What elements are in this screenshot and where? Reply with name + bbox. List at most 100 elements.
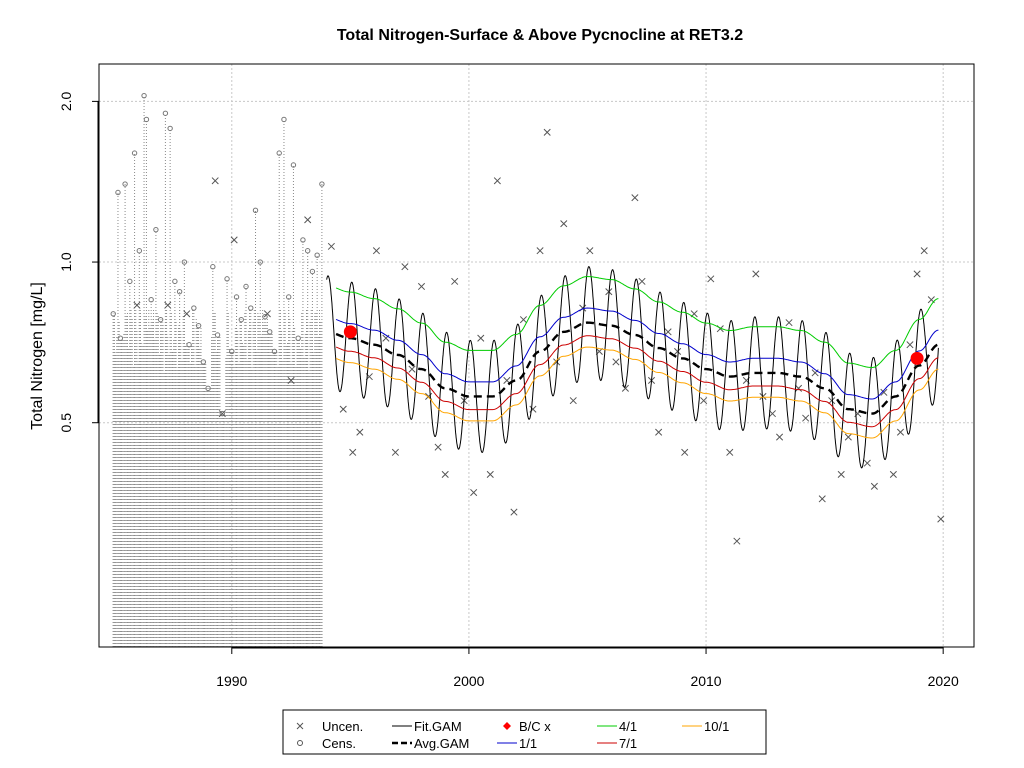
censored-point xyxy=(257,259,263,265)
censored-point xyxy=(200,359,207,365)
censored-point xyxy=(117,335,124,341)
uncensored-point xyxy=(828,397,836,405)
uncensored-point xyxy=(664,328,672,336)
legend-uncen-symbol xyxy=(296,722,304,730)
censored-point xyxy=(115,189,121,196)
legend-bc-symbol xyxy=(503,722,511,730)
legend-label-p4: 4/1 xyxy=(619,719,637,734)
uncensored-point xyxy=(621,384,629,392)
censored-point xyxy=(314,252,320,258)
uncensored-point xyxy=(164,301,172,309)
censored-point xyxy=(141,92,147,99)
uncensored-point xyxy=(726,448,734,456)
x-tick-label: 2000 xyxy=(453,673,484,689)
uncensored-point xyxy=(451,277,459,285)
uncensored-layer xyxy=(133,128,945,545)
grid-layer xyxy=(99,64,974,647)
uncensored-point xyxy=(543,128,551,136)
uncensored-point xyxy=(218,410,226,418)
censored-point xyxy=(191,305,197,311)
censored-point xyxy=(157,316,164,323)
uncensored-point xyxy=(844,433,852,441)
censored-point xyxy=(148,297,154,303)
uncensored-point xyxy=(920,247,928,255)
censored-point xyxy=(136,248,143,254)
y-tick-label: 1.0 xyxy=(58,252,74,272)
uncensored-point xyxy=(707,275,715,283)
x-tick-label: 2010 xyxy=(690,673,721,689)
uncensored-point xyxy=(477,334,485,342)
censored-point xyxy=(262,313,268,320)
uncensored-point xyxy=(768,410,776,418)
uncensored-point xyxy=(638,277,646,285)
censored-point xyxy=(276,150,282,156)
censored-point xyxy=(286,294,292,300)
uncensored-point xyxy=(937,515,945,523)
censored-point xyxy=(233,294,240,300)
series-p10-line xyxy=(335,346,939,439)
uncensored-point xyxy=(752,270,760,278)
censored-point xyxy=(172,278,178,285)
uncensored-point xyxy=(356,428,364,436)
censored-point xyxy=(229,348,235,355)
legend-box xyxy=(282,709,767,755)
uncensored-point xyxy=(700,397,708,405)
uncensored-point xyxy=(569,397,577,405)
uncensored-point xyxy=(349,448,357,456)
censored-point xyxy=(214,332,221,338)
uncensored-point xyxy=(896,428,905,436)
censored-point xyxy=(295,335,301,341)
plot-frame xyxy=(98,63,975,648)
censored-layer xyxy=(110,92,325,647)
censored-point xyxy=(243,283,249,290)
uncensored-point xyxy=(880,388,888,396)
uncensored-point xyxy=(486,470,494,478)
censored-point xyxy=(181,259,188,265)
uncensored-point xyxy=(417,282,426,291)
censored-point xyxy=(162,110,169,116)
legend-label-cens: Cens. xyxy=(322,736,356,751)
legend-label-fit_gam: Fit.GAM xyxy=(414,719,462,734)
censored-point xyxy=(153,226,159,233)
uncensored-point xyxy=(818,495,826,503)
censored-point xyxy=(143,116,150,123)
uncensored-point xyxy=(674,347,682,355)
censored-point xyxy=(122,181,128,187)
uncensored-point xyxy=(681,448,689,456)
censored-point xyxy=(176,288,183,295)
x-tick-label: 1990 xyxy=(216,673,247,689)
legend-label-uncen: Uncen. xyxy=(322,719,363,734)
uncensored-point xyxy=(339,405,347,413)
censored-point xyxy=(290,162,297,168)
uncensored-point xyxy=(510,508,518,516)
censored-point xyxy=(131,150,138,156)
lines-layer xyxy=(326,265,939,469)
censored-point xyxy=(271,348,278,355)
uncensored-point xyxy=(889,470,897,478)
series-p7-line xyxy=(335,335,939,428)
uncensored-point xyxy=(906,341,914,349)
x-tick-label: 2020 xyxy=(928,673,959,689)
uncensored-point xyxy=(441,470,449,478)
legend-label-p7: 7/1 xyxy=(619,736,637,751)
censored-point xyxy=(267,329,273,335)
y-tick-label: 0.5 xyxy=(58,413,74,433)
uncensored-point xyxy=(304,216,312,224)
censored-point xyxy=(319,181,325,187)
uncensored-point xyxy=(560,220,568,228)
uncensored-point xyxy=(913,270,921,278)
uncensored-point xyxy=(230,236,238,244)
uncensored-point xyxy=(470,488,478,497)
uncensored-point xyxy=(759,392,767,401)
uncensored-point xyxy=(794,384,803,392)
uncensored-point xyxy=(287,376,295,385)
legend-label-p10: 10/1 xyxy=(704,719,729,734)
legend-label-p1: 1/1 xyxy=(519,736,537,751)
uncensored-point xyxy=(493,177,501,185)
censored-point xyxy=(238,316,244,323)
censored-point xyxy=(304,248,311,254)
uncensored-point xyxy=(586,247,594,255)
uncensored-point xyxy=(655,428,663,436)
uncensored-point xyxy=(133,301,141,309)
